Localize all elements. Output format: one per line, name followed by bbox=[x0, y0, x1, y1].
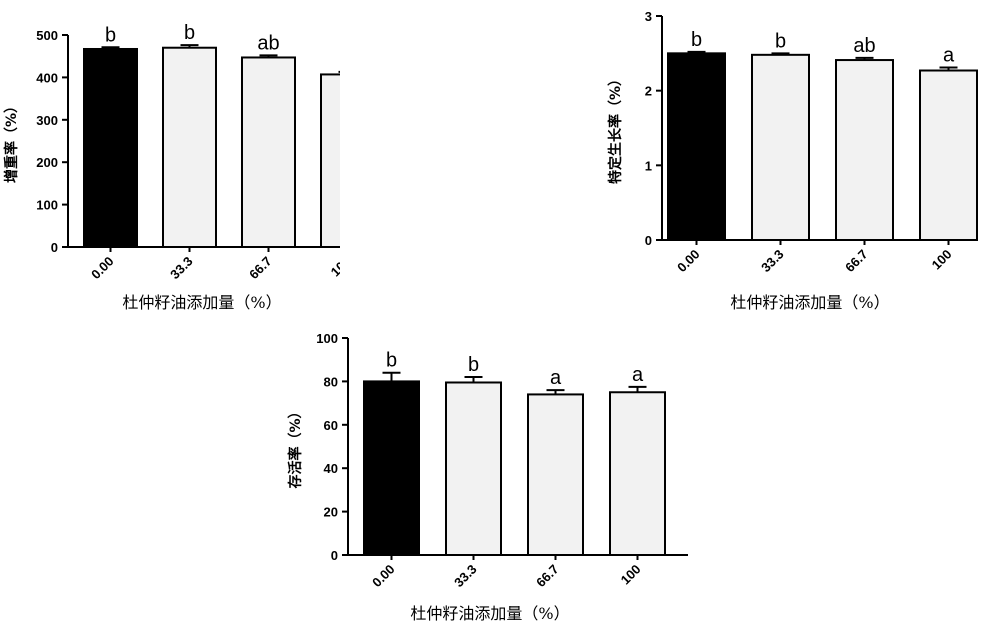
survival-rate-bar bbox=[445, 381, 502, 556]
specific-growth-significance-label: ab bbox=[853, 35, 875, 57]
survival-rate-y-tick-label: 60 bbox=[324, 418, 338, 433]
specific-growth-x-axis-title: 杜仲籽油添加量（%） bbox=[730, 293, 889, 312]
survival-rate-x-tick-label: 0.00 bbox=[369, 562, 398, 591]
specific-growth-significance-label: a bbox=[943, 45, 955, 67]
weight-gain-chart-svg: 0100200300400500b0.00b33.3ab66.7a100增重率（… bbox=[3, 22, 375, 312]
survival-rate-y-tick-label: 0 bbox=[331, 548, 338, 563]
specific-growth-chart-svg: 0 1 2 3 b 0.00 b 33.3 ab 66.7 a 100 特定生长率（%） 杜仲籽油添加量（… bbox=[607, 9, 978, 312]
survival-rate-significance-label: a bbox=[632, 364, 644, 386]
survival-rate-significance-label: b bbox=[386, 350, 397, 372]
weight-gain-x-axis-title: 杜仲籽油添加量（%） bbox=[122, 293, 281, 312]
specific-growth-y-tick-label: 0 bbox=[645, 233, 652, 248]
survival-rate-y-tick-label: 20 bbox=[324, 505, 338, 520]
weight-gain-y-tick-label: 200 bbox=[36, 155, 58, 170]
weight-gain-y-tick-label: 400 bbox=[36, 70, 58, 85]
survival-rate-significance-label: a bbox=[550, 367, 562, 389]
weight-gain-chart: 0100200300400500b0.00b33.3ab66.7a100增重率（… bbox=[0, 0, 375, 320]
specific-growth-bar bbox=[835, 59, 894, 242]
weight-gain-significance-label: ab bbox=[257, 32, 279, 54]
survival-rate-chart-svg: 0 20 40 60 80 100 b 0.00 b 33.3 a 66.7 a 100 存活率（%） 杜仲籽… bbox=[287, 331, 688, 623]
specific-growth-y-tick-label: 3 bbox=[645, 9, 652, 24]
weight-gain-significance-label: b bbox=[184, 22, 195, 44]
weight-gain-y-tick-label: 0 bbox=[51, 240, 58, 255]
weight-gain-x-tick-label: 33.3 bbox=[167, 254, 196, 283]
survival-rate-x-tick-label: 33.3 bbox=[451, 562, 480, 591]
weight-gain-bar bbox=[320, 73, 375, 248]
weight-gain-significance-label: b bbox=[105, 24, 116, 46]
weight-gain-bar bbox=[83, 47, 138, 248]
specific-growth-chart: 0 1 2 3 b 0.00 b 33.3 ab 66.7 a 100 特定生长率（%） 杜仲籽油添加量（… bbox=[600, 0, 1000, 320]
specific-growth-bar bbox=[919, 69, 978, 241]
survival-rate-x-axis-title: 杜仲籽油添加量（%） bbox=[410, 604, 569, 623]
survival-rate-y-tick-label: 40 bbox=[324, 461, 338, 476]
survival-rate-x-tick-label: 100 bbox=[618, 562, 644, 588]
survival-rate-significance-label: b bbox=[468, 354, 479, 376]
specific-growth-y-tick-label: 2 bbox=[645, 84, 652, 99]
weight-gain-x-tick-label: 100 bbox=[328, 254, 340, 280]
survival-rate-bar bbox=[609, 391, 666, 556]
weight-gain-x-tick-label: 66.7 bbox=[246, 254, 275, 283]
survival-rate-y-tick-label: 80 bbox=[324, 374, 338, 389]
survival-rate-x-tick-label: 66.7 bbox=[533, 562, 562, 591]
survival-rate-y-tick-label: 100 bbox=[316, 331, 338, 346]
specific-growth-y-axis-title: 特定生长率（%） bbox=[607, 72, 624, 184]
weight-gain-bar bbox=[241, 56, 296, 248]
weight-gain-bar bbox=[162, 46, 217, 248]
specific-growth-significance-label: b bbox=[775, 30, 786, 52]
specific-growth-x-tick-label: 0.00 bbox=[674, 247, 703, 276]
weight-gain-y-tick-label: 100 bbox=[36, 198, 58, 213]
specific-growth-y-tick-label: 1 bbox=[645, 158, 652, 173]
specific-growth-bar bbox=[667, 52, 726, 242]
survival-rate-bar bbox=[527, 393, 584, 556]
specific-growth-x-tick-label: 33.3 bbox=[758, 247, 787, 276]
specific-growth-x-tick-label: 100 bbox=[929, 247, 955, 273]
specific-growth-x-tick-label: 66.7 bbox=[842, 247, 871, 276]
survival-rate-chart: 0 20 40 60 80 100 b 0.00 b 33.3 a 66.7 a 100 存活率（%） 杜仲籽… bbox=[280, 320, 700, 636]
weight-gain-y-tick-label: 500 bbox=[36, 28, 58, 43]
survival-rate-bar bbox=[363, 380, 420, 557]
weight-gain-x-tick-label: 0.00 bbox=[88, 254, 117, 283]
specific-growth-significance-label: b bbox=[691, 29, 702, 51]
weight-gain-y-axis-title: 增重率（%） bbox=[3, 99, 20, 183]
survival-rate-y-axis-title: 存活率（%） bbox=[287, 404, 304, 488]
specific-growth-bar bbox=[751, 53, 810, 242]
weight-gain-y-tick-label: 300 bbox=[36, 113, 58, 128]
